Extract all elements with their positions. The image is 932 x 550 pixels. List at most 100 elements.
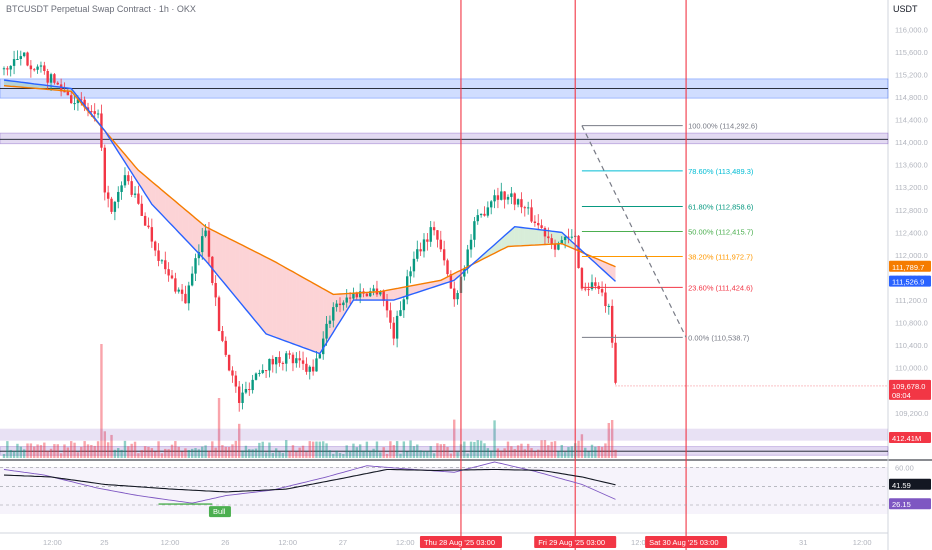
candle-body[interactable] [338, 303, 342, 306]
candle-body[interactable] [395, 315, 399, 339]
candle-body[interactable] [315, 358, 318, 372]
candle-body[interactable] [325, 323, 328, 339]
candle-body[interactable] [311, 366, 315, 372]
candle-body[interactable] [342, 302, 345, 306]
candle-body[interactable] [221, 331, 224, 341]
candle-body[interactable] [308, 366, 311, 372]
date-marker-badge[interactable]: Sat 30 Aug '25 03:00 [645, 536, 728, 548]
candle-body[interactable] [604, 292, 607, 307]
candle-body[interactable] [150, 227, 154, 242]
candle-body[interactable] [580, 268, 584, 289]
candle-body[interactable] [167, 269, 170, 276]
candle-body[interactable] [6, 68, 9, 70]
candle-body[interactable] [234, 375, 238, 387]
candle-body[interactable] [446, 260, 449, 275]
candle-body[interactable] [76, 99, 80, 104]
candle-body[interactable] [53, 74, 56, 83]
candle-body[interactable] [130, 181, 133, 195]
candle-body[interactable] [473, 221, 476, 240]
candle-body[interactable] [127, 175, 130, 182]
candle-body[interactable] [133, 193, 137, 195]
candle-body[interactable] [584, 288, 587, 290]
candle-body[interactable] [113, 201, 117, 212]
candle-body[interactable] [147, 225, 150, 228]
candle-body[interactable] [224, 340, 227, 355]
candle-body[interactable] [120, 185, 123, 192]
currency-label[interactable]: USDT [893, 4, 918, 14]
candle-body[interactable] [456, 292, 459, 300]
rsi-line[interactable] [3, 461, 616, 504]
candle-body[interactable] [600, 289, 604, 293]
candle-body[interactable] [479, 213, 483, 216]
candle-body[interactable] [241, 392, 244, 403]
candle-body[interactable] [278, 357, 281, 363]
candle-body[interactable] [190, 273, 194, 286]
candle-body[interactable] [187, 285, 190, 304]
candle-body[interactable] [251, 379, 254, 391]
candle-body[interactable] [372, 288, 375, 292]
candle-body[interactable] [29, 65, 33, 70]
candle-body[interactable] [577, 235, 580, 269]
candle-body[interactable] [261, 370, 264, 373]
candle-body[interactable] [9, 65, 12, 70]
date-marker-badge[interactable]: Fri 29 Aug '25 03:00 [534, 536, 617, 548]
candle-body[interactable] [560, 240, 563, 244]
candle-body[interactable] [496, 195, 500, 200]
time-axis[interactable]: 12:00 25 12:00 26 12:00 27 12:00 12:00 31 12:00 [43, 538, 872, 547]
candle-body[interactable] [207, 230, 211, 257]
candle-body[interactable] [486, 207, 490, 216]
candle-body[interactable] [154, 241, 157, 251]
candle-body[interactable] [305, 363, 308, 372]
candle-body[interactable] [12, 59, 16, 66]
candle-body[interactable] [607, 305, 610, 307]
candle-body[interactable] [385, 300, 389, 311]
candle-body[interactable] [523, 207, 526, 209]
candle-body[interactable] [500, 191, 503, 200]
candle-body[interactable] [520, 199, 523, 208]
candle-body[interactable] [537, 223, 540, 226]
candle-body[interactable] [217, 297, 221, 332]
candle-body[interactable] [271, 358, 274, 365]
candle-body[interactable] [557, 243, 560, 250]
candle-body[interactable] [96, 113, 100, 115]
candle-body[interactable] [66, 91, 70, 96]
candle-body[interactable] [184, 293, 187, 304]
candle-body[interactable] [412, 258, 416, 272]
candle-body[interactable] [490, 201, 493, 208]
candle-body[interactable] [177, 289, 180, 292]
rsi-ma-line[interactable] [3, 468, 616, 493]
candle-body[interactable] [594, 282, 597, 286]
candle-body[interactable] [426, 239, 429, 242]
candle-body[interactable] [345, 297, 348, 303]
candle-body[interactable] [281, 362, 285, 364]
candle-body[interactable] [231, 370, 234, 376]
candle-body[interactable] [550, 238, 553, 245]
candle-body[interactable] [268, 358, 271, 371]
candle-body[interactable] [288, 353, 291, 355]
candle-body[interactable] [49, 74, 53, 83]
date-marker-badge[interactable]: Thu 28 Aug '25 03:00 [419, 536, 502, 548]
ma-slow-line[interactable] [3, 79, 616, 355]
candle-body[interactable] [530, 207, 533, 222]
candle-body[interactable] [463, 268, 466, 277]
candle-body[interactable] [43, 65, 46, 72]
candles[interactable] [2, 50, 617, 412]
candle-body[interactable] [26, 52, 29, 66]
support-resistance-zone[interactable] [0, 132, 889, 145]
candle-body[interactable] [318, 354, 322, 359]
candle-body[interactable] [70, 95, 73, 104]
candle-body[interactable] [33, 69, 36, 71]
candle-body[interactable] [506, 196, 510, 200]
candle-body[interactable] [406, 276, 409, 300]
candle-body[interactable] [16, 59, 19, 61]
candle-body[interactable] [590, 282, 594, 290]
candle-body[interactable] [123, 175, 127, 186]
candle-body[interactable] [483, 213, 486, 216]
candle-body[interactable] [295, 358, 298, 364]
candle-body[interactable] [543, 227, 547, 237]
candle-body[interactable] [274, 357, 278, 365]
candle-body[interactable] [140, 203, 143, 216]
candle-body[interactable] [365, 293, 369, 297]
candle-body[interactable] [56, 82, 59, 85]
